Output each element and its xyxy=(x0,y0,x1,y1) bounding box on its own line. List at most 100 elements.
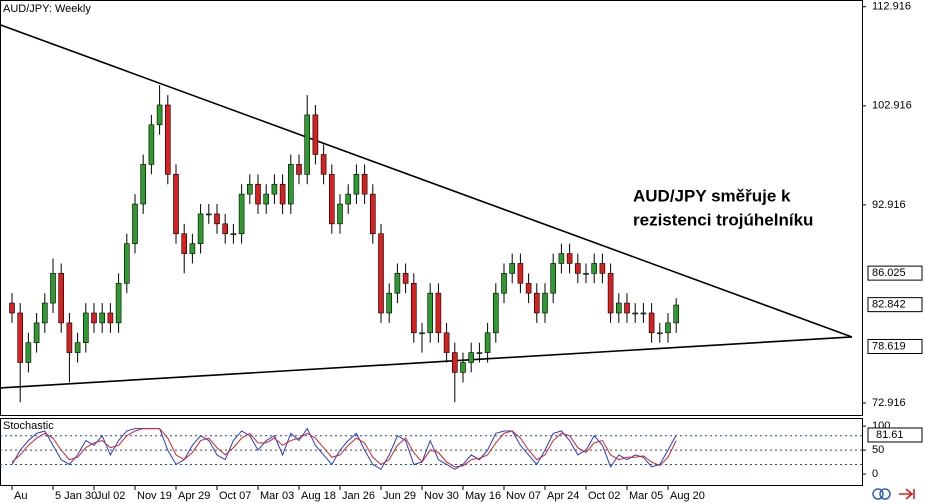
candle-body xyxy=(386,292,393,314)
candle-body xyxy=(361,174,368,195)
y-tick-label: 50 xyxy=(872,444,884,456)
price-label-box xyxy=(867,338,923,354)
trendline xyxy=(0,336,853,389)
candle-body xyxy=(197,213,204,244)
price-label-box xyxy=(867,297,923,313)
candle-body xyxy=(378,233,384,314)
candle-body xyxy=(550,263,557,294)
main-panel xyxy=(0,0,863,416)
candle-body xyxy=(476,352,483,354)
candle-body xyxy=(66,322,73,353)
candle-body xyxy=(33,322,40,343)
candle-body xyxy=(419,332,425,335)
candle-body xyxy=(460,362,466,373)
candle-body xyxy=(255,183,261,205)
x-tick-label: Au xyxy=(14,490,27,502)
candle-body xyxy=(492,292,499,334)
candle-body xyxy=(632,312,639,315)
candle-body xyxy=(132,203,138,244)
candle-body xyxy=(247,183,253,195)
candle-body xyxy=(181,233,187,254)
price-label: 82.842 xyxy=(872,299,906,311)
candle-body xyxy=(615,302,622,314)
candle-body xyxy=(124,243,130,284)
candle-body xyxy=(566,253,573,264)
x-tick-label: Nov 19 xyxy=(137,490,172,502)
candle-body xyxy=(673,304,680,324)
candle-body xyxy=(591,263,598,274)
candle-body xyxy=(501,273,507,294)
candle-body xyxy=(115,282,122,324)
link-icon[interactable] xyxy=(872,488,884,500)
candle-body xyxy=(279,183,286,205)
candle-body xyxy=(435,292,442,334)
candle-body xyxy=(50,273,56,304)
stoch-line xyxy=(11,428,677,468)
candle-body xyxy=(427,292,434,334)
candle-body xyxy=(574,263,581,274)
candle-body xyxy=(91,312,97,324)
y-tick-label: 72.916 xyxy=(872,397,906,409)
x-tick-label: Mar 03 xyxy=(260,490,294,502)
stoch-line xyxy=(11,427,677,470)
candle-body xyxy=(599,263,606,274)
candle-body xyxy=(558,253,565,264)
candle-body xyxy=(607,273,614,314)
candle-body xyxy=(189,243,196,254)
x-tick-label: Aug 18 xyxy=(301,490,336,502)
x-tick-label: Apr 29 xyxy=(178,490,210,502)
y-tick-label: 102.916 xyxy=(872,100,912,112)
candle-body xyxy=(41,302,48,324)
x-tick-label: Nov 30 xyxy=(424,490,459,502)
x-tick-label: Oct 07 xyxy=(219,490,251,502)
candle-body xyxy=(214,213,220,225)
trendline xyxy=(0,24,853,338)
candle-body xyxy=(173,174,179,235)
candle-body xyxy=(509,263,516,274)
candle-body xyxy=(165,104,171,175)
candle-body xyxy=(296,164,302,175)
candle-body xyxy=(583,273,589,275)
x-tick-label: Nov 07 xyxy=(506,490,541,502)
candle-body xyxy=(9,302,15,314)
candle-body xyxy=(263,193,270,205)
candle-body xyxy=(656,332,663,335)
candle-body xyxy=(369,193,376,235)
price-label: 86.025 xyxy=(872,267,906,279)
candle-body xyxy=(451,352,458,373)
y-tick-label: 0 xyxy=(872,468,878,480)
candle-body xyxy=(542,292,548,314)
candle-body xyxy=(517,263,524,284)
shift-icon[interactable] xyxy=(899,488,915,500)
candle-body xyxy=(533,292,540,314)
toolbar-icons[interactable] xyxy=(872,488,915,500)
x-tick-label: Mar 05 xyxy=(629,490,663,502)
link-icon[interactable] xyxy=(879,488,891,500)
current-label-box xyxy=(867,427,923,443)
candle-body xyxy=(648,312,655,334)
x-tick-label: Apr 24 xyxy=(547,490,579,502)
candle-body xyxy=(484,332,491,353)
annotation: rezistenci trojúhelníku xyxy=(633,210,813,229)
candle-body xyxy=(394,273,401,294)
candle-body xyxy=(156,104,163,126)
candle-body xyxy=(17,312,24,363)
candle-body xyxy=(25,342,32,363)
x-tick-label: 5 Jan 30 xyxy=(55,490,97,502)
candle-body xyxy=(640,312,647,315)
x-tick-label: May 16 xyxy=(465,490,501,502)
candle-body xyxy=(99,312,105,324)
price-label-box xyxy=(867,265,923,281)
candle-body xyxy=(58,273,65,324)
candle-body xyxy=(320,154,327,175)
candle-body xyxy=(271,183,278,195)
current-label: 81.61 xyxy=(876,429,904,441)
price-label: 78.619 xyxy=(872,340,906,352)
stoch-title: Stochastic xyxy=(3,420,54,432)
chart-title: AUD/JPY: Weekly xyxy=(3,3,91,15)
candle-body xyxy=(402,273,409,284)
x-tick-label: Jun 29 xyxy=(383,490,416,502)
x-tick-label: Jul 02 xyxy=(96,490,125,502)
candle-body xyxy=(287,164,294,205)
